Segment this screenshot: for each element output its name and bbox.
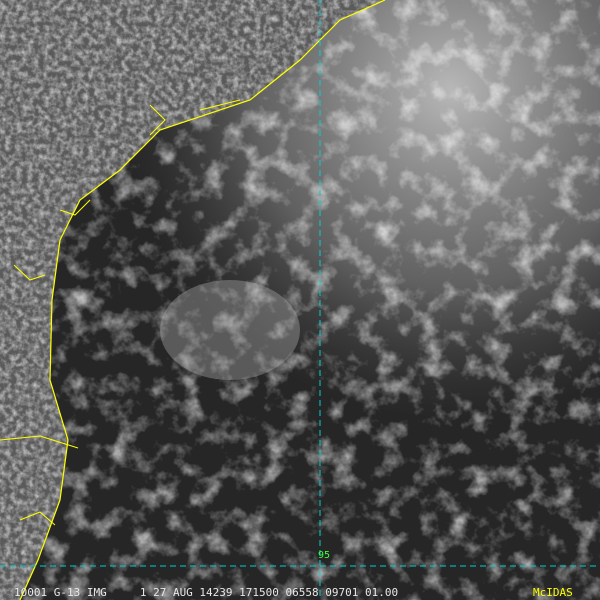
footer-brand: McIDAS xyxy=(533,586,573,599)
footer-info: 10001 G-13 IMG 1 27 AUG 14239 171500 065… xyxy=(14,586,398,599)
coastline xyxy=(19,0,386,600)
cloud-cluster xyxy=(160,280,300,380)
boundaries xyxy=(0,99,241,526)
grid-label: 95 xyxy=(318,550,330,561)
